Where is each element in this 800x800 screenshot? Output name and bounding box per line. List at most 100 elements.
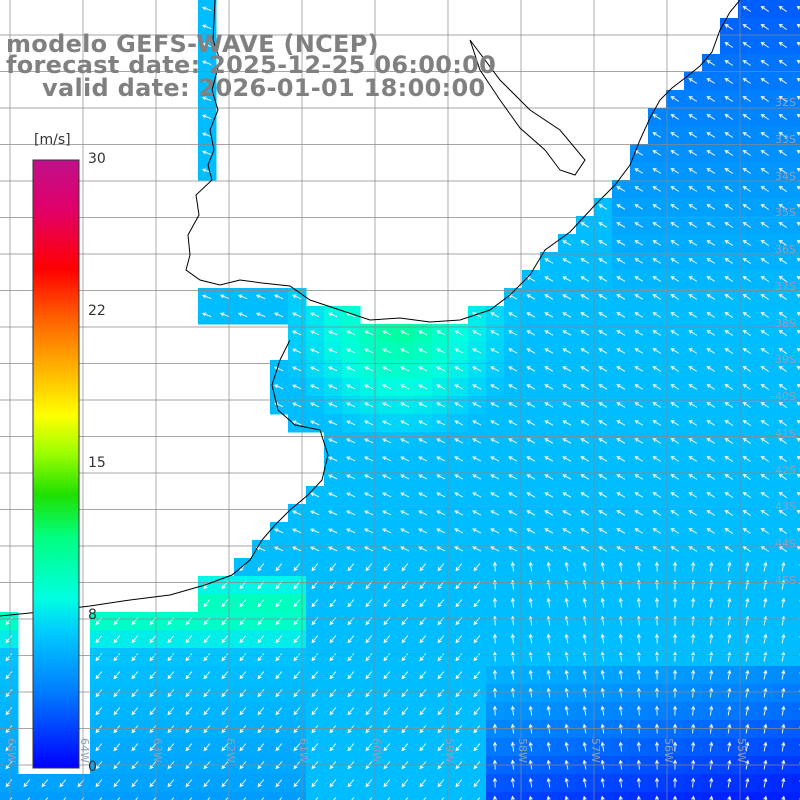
wind-arrow (745, 561, 750, 572)
wind-arrow (528, 669, 533, 680)
wind-arrow (526, 492, 536, 498)
wind-arrow (616, 492, 626, 498)
wind-arrow (311, 743, 319, 752)
longitude-label: 63W (151, 738, 164, 763)
wind-arrow (688, 402, 698, 408)
longitude-label: 58W (516, 738, 529, 763)
wind-arrow (724, 329, 734, 336)
wind-arrow (328, 420, 338, 426)
wind-arrow (167, 635, 175, 644)
wind-arrow (275, 725, 283, 734)
wind-arrow (400, 366, 410, 372)
wind-arrow (742, 383, 751, 390)
wind-arrow (634, 528, 644, 534)
wind-arrow (347, 671, 355, 680)
wind-arrow (418, 402, 428, 408)
field-cell (162, 792, 181, 800)
wind-arrow (221, 653, 229, 662)
field-cell (738, 792, 757, 800)
wind-arrow (598, 294, 608, 300)
wind-arrow (418, 546, 428, 552)
wind-arrow (383, 671, 391, 680)
wind-arrow (582, 741, 587, 752)
wind-arrow (634, 258, 644, 264)
wind-arrow (760, 131, 769, 138)
wind-arrow (580, 222, 590, 228)
wind-arrow (763, 561, 768, 572)
field-cell (792, 396, 800, 415)
wind-arrow (742, 527, 751, 534)
wind-arrow (727, 795, 732, 800)
wind-arrow (600, 651, 605, 662)
wind-arrow (673, 615, 678, 626)
wind-arrow (781, 795, 786, 800)
wind-arrow (634, 546, 644, 552)
wind-arrow (454, 420, 464, 426)
wind-arrow (688, 456, 698, 462)
wind-arrow (201, 60, 212, 66)
wind-arrow (778, 239, 787, 246)
wind-arrow (598, 420, 608, 426)
wind-arrow (709, 687, 714, 698)
wind-arrow (580, 474, 590, 480)
wind-arrow (41, 779, 49, 788)
wind-arrow (580, 438, 590, 444)
wind-arrow (670, 204, 680, 210)
wind-arrow (778, 257, 787, 264)
wind-arrow (201, 24, 212, 30)
wind-arrow (490, 366, 500, 372)
wind-arrow (239, 689, 247, 698)
wind-arrow (221, 743, 229, 752)
wind-arrow (5, 653, 13, 662)
wind-arrow (203, 779, 211, 788)
field-cell (396, 792, 415, 800)
wind-arrow (382, 384, 392, 390)
wind-arrow (544, 294, 554, 300)
wind-arrow (526, 456, 536, 462)
wind-arrow (546, 669, 551, 680)
wind-arrow (742, 59, 751, 66)
wind-arrow (311, 563, 319, 572)
wind-arrow (117, 797, 121, 800)
wind-arrow (310, 546, 320, 552)
wind-arrow (346, 546, 356, 552)
wind-arrow (688, 528, 698, 534)
field-cell (342, 792, 361, 800)
wind-arrow (634, 384, 644, 390)
wind-arrow (383, 725, 391, 734)
wind-arrow (526, 348, 536, 354)
wind-arrow (131, 671, 139, 680)
wind-arrow (652, 204, 662, 210)
wind-arrow (400, 456, 410, 462)
wind-arrow (167, 743, 175, 752)
wind-arrow (742, 329, 751, 336)
wind-arrow (275, 743, 283, 752)
wind-arrow (472, 366, 482, 372)
wind-arrow (455, 653, 463, 662)
wind-arrow (492, 723, 497, 734)
wind-arrow (760, 455, 769, 462)
wind-arrow (652, 330, 662, 336)
wind-arrow (454, 402, 464, 408)
wind-arrow (760, 383, 769, 390)
wind-arrow (634, 438, 644, 444)
field-cell (792, 270, 800, 289)
wind-arrow (293, 707, 301, 716)
wind-arrow (436, 438, 446, 444)
wind-arrow (310, 510, 320, 516)
wind-arrow (167, 671, 175, 680)
wind-arrow (472, 510, 482, 516)
wind-arrow (113, 635, 121, 644)
wind-arrow (490, 384, 500, 390)
wind-arrow (401, 635, 409, 644)
wind-arrow (328, 438, 338, 444)
wind-arrow (113, 743, 121, 752)
wind-arrow (654, 561, 659, 572)
wind-arrow (580, 276, 590, 282)
wind-arrow (528, 741, 533, 752)
field-cell (756, 792, 775, 800)
wind-arrow (490, 312, 500, 318)
field-cell (594, 792, 613, 800)
wind-arrow (580, 420, 590, 426)
wind-arrow (598, 528, 608, 534)
